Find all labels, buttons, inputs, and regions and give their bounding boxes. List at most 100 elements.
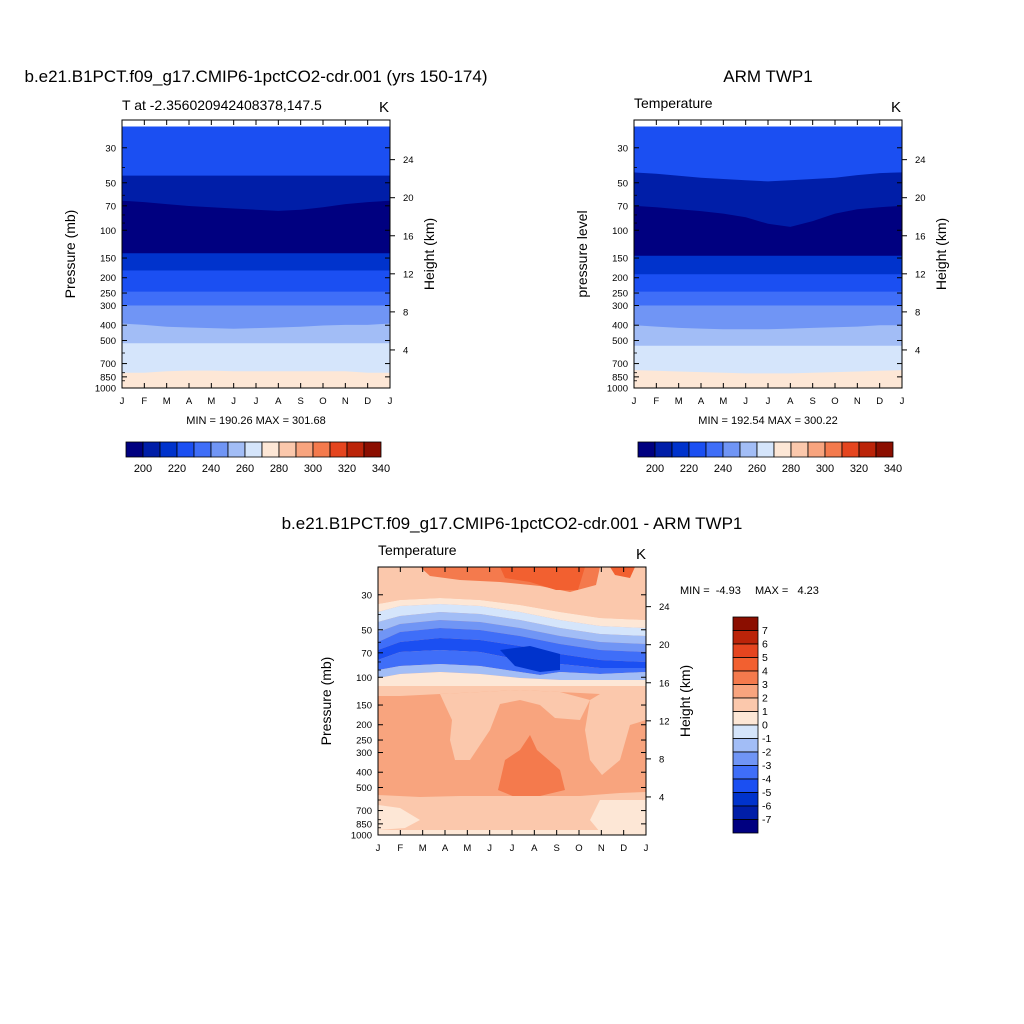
colorbar-box — [841, 441, 860, 458]
colorbar-box — [732, 805, 759, 820]
difference-contour — [590, 800, 646, 832]
difference-contour — [378, 620, 646, 652]
month-tick-label: A — [698, 396, 705, 407]
month-tick-label: J — [510, 843, 515, 854]
pressure-tick-label: 300 — [356, 748, 372, 759]
colorbar-label: -3 — [762, 760, 771, 772]
pressure-tick-label: 30 — [617, 143, 628, 154]
month-tick-label: M — [675, 396, 683, 407]
month-tick-label: M — [463, 843, 471, 854]
difference-contour — [585, 694, 646, 775]
pressure-tick-label: 30 — [361, 590, 372, 601]
month-tick-label: J — [254, 396, 259, 407]
colorbar-box — [773, 441, 792, 458]
panel1-subtitle: T at -2.356020942408378,147.5 — [122, 97, 322, 113]
colorbar-box — [244, 441, 263, 458]
month-tick-label: J — [632, 396, 637, 407]
panel3-units: K — [636, 546, 646, 563]
colorbar-box — [722, 441, 741, 458]
panel1-stats: MIN = 190.26 MAX = 301.68 — [186, 415, 325, 427]
colorbar-label: 2 — [762, 693, 768, 705]
pressure-tick-label: 400 — [612, 321, 628, 332]
colorbar-box — [688, 441, 707, 458]
month-tick-label: J — [120, 396, 125, 407]
pressure-tick-label: 850 — [356, 819, 372, 830]
difference-contour — [378, 628, 646, 662]
height-tick-label: 8 — [659, 754, 664, 765]
colorbar-box — [732, 616, 759, 631]
pressure-tick-label: 50 — [617, 178, 628, 189]
month-tick-label: J — [766, 396, 771, 407]
month-tick-label: S — [809, 396, 815, 407]
colorbar-label: 260 — [748, 463, 766, 475]
height-tick-label: 20 — [915, 193, 926, 204]
colorbar-label: 280 — [782, 463, 800, 475]
difference-contour — [500, 567, 585, 590]
height-tick-label: 12 — [403, 269, 414, 280]
month-tick-label: D — [364, 396, 371, 407]
colorbar-label: 340 — [372, 463, 390, 475]
colorbar-box — [824, 441, 843, 458]
pressure-tick-label: 100 — [100, 226, 116, 237]
height-tick-label: 24 — [915, 155, 926, 166]
panel-model: b.e21.B1PCT.f09_g17.CMIP6-1pctCO2-cdr.00… — [24, 67, 487, 475]
colorbar-box — [732, 670, 759, 685]
panel2-stats: MIN = 192.54 MAX = 300.22 — [698, 415, 837, 427]
panel3-y2label: Height (km) — [677, 665, 693, 737]
pressure-tick-label: 1000 — [351, 831, 372, 842]
difference-contour — [440, 690, 590, 760]
panel-difference: b.e21.B1PCT.f09_g17.CMIP6-1pctCO2-cdr.00… — [282, 514, 819, 854]
height-tick-label: 4 — [915, 345, 920, 356]
colorbar-box — [732, 819, 759, 834]
month-tick-label: A — [186, 396, 193, 407]
month-tick-label: A — [275, 396, 282, 407]
difference-contour — [378, 604, 646, 636]
colorbar-label: 240 — [202, 463, 220, 475]
panel2-title: ARM TWP1 — [723, 67, 812, 86]
pressure-tick-label: 850 — [612, 372, 628, 383]
month-tick-label: J — [376, 843, 381, 854]
month-tick-label: J — [743, 396, 748, 407]
month-tick-label: N — [342, 396, 349, 407]
pressure-tick-label: 100 — [356, 673, 372, 684]
pressure-tick-label: 700 — [356, 806, 372, 817]
height-tick-label: 12 — [915, 269, 926, 280]
difference-contour — [378, 792, 646, 835]
difference-contour — [610, 567, 635, 578]
panel2-contour-fill — [634, 126, 902, 388]
colorbar-label: -2 — [762, 747, 771, 759]
colorbar-box — [210, 441, 229, 458]
colorbar-label: 5 — [762, 652, 768, 664]
height-tick-label: 8 — [915, 307, 920, 318]
colorbar-label: 0 — [762, 720, 768, 732]
colorbar-label: 200 — [134, 463, 152, 475]
pressure-tick-label: 1000 — [95, 384, 116, 395]
colorbar-box — [732, 643, 759, 658]
pressure-tick-label: 150 — [612, 254, 628, 265]
pressure-tick-label: 400 — [100, 321, 116, 332]
month-tick-label: J — [644, 843, 649, 854]
panel1-contour-fill — [122, 126, 390, 388]
colorbar-box — [176, 441, 195, 458]
colorbar-box — [637, 441, 656, 458]
colorbar-box — [732, 657, 759, 672]
colorbar-box — [705, 441, 724, 458]
colorbar-box — [193, 441, 212, 458]
colorbar-box — [807, 441, 826, 458]
colorbar-box — [732, 724, 759, 739]
difference-contour — [378, 612, 646, 644]
pressure-tick-label: 300 — [612, 301, 628, 312]
month-tick-label: J — [900, 396, 905, 407]
month-tick-label: S — [297, 396, 303, 407]
colorbar-label: 320 — [338, 463, 356, 475]
panel1-units: K — [379, 99, 389, 116]
pressure-tick-label: 70 — [617, 201, 628, 212]
panel3-contour-fill — [378, 567, 646, 835]
colorbar-box — [278, 441, 297, 458]
colorbar-box — [732, 751, 759, 766]
panel3-ylabel: Pressure (mb) — [318, 657, 334, 746]
pressure-tick-label: 700 — [100, 359, 116, 370]
colorbar-box — [756, 441, 775, 458]
panel2-subtitle: Temperature — [634, 95, 713, 111]
